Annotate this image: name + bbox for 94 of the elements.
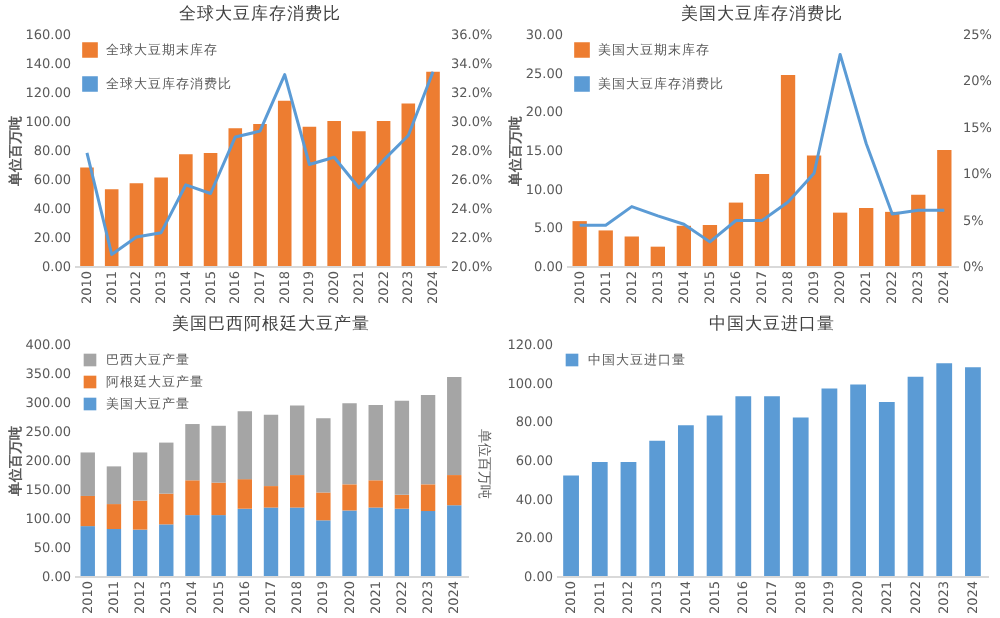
bar <box>563 475 579 576</box>
bar <box>735 396 752 576</box>
bar <box>211 425 226 483</box>
bar <box>780 74 796 266</box>
bar <box>80 452 95 496</box>
bar <box>859 208 874 266</box>
bar <box>80 495 95 527</box>
bar <box>394 400 410 495</box>
bar <box>676 225 692 266</box>
bar <box>624 236 639 266</box>
bar <box>620 461 637 576</box>
bar <box>237 508 253 576</box>
bar <box>327 121 341 266</box>
bar <box>342 403 357 485</box>
chart-title: 美国大豆库存消费比 <box>681 3 843 25</box>
bar <box>237 411 253 480</box>
bar <box>420 511 436 576</box>
bar <box>936 363 953 576</box>
bar <box>420 484 436 512</box>
bar <box>154 177 168 266</box>
bar <box>263 486 279 508</box>
bar <box>426 71 440 266</box>
bar <box>832 212 848 266</box>
bar <box>376 121 391 266</box>
bar <box>159 524 174 576</box>
bar <box>159 493 174 525</box>
bar <box>342 484 357 511</box>
bar <box>106 529 122 576</box>
chart-title: 中国大豆进口量 <box>709 313 835 335</box>
chart-title: 全球大豆库存消费比 <box>179 3 341 25</box>
bar <box>211 515 226 576</box>
bar <box>80 167 94 266</box>
bar <box>850 384 867 576</box>
bar <box>885 211 900 266</box>
bar <box>764 396 780 576</box>
chart-title: 美国巴西阿根廷大豆产量 <box>172 313 370 335</box>
bar <box>342 510 357 576</box>
bar <box>650 246 665 266</box>
bar <box>792 417 809 576</box>
bar <box>132 500 148 530</box>
bar <box>878 402 895 576</box>
bar <box>420 395 436 485</box>
bar <box>263 414 279 487</box>
bar <box>289 475 305 508</box>
bar <box>289 405 305 476</box>
line-series <box>85 70 435 256</box>
bar <box>352 131 366 266</box>
bar <box>203 152 218 266</box>
bar <box>649 440 666 576</box>
bar <box>447 505 462 576</box>
bar <box>228 128 243 266</box>
bar <box>289 507 305 576</box>
bar <box>179 154 193 266</box>
bar <box>132 452 148 501</box>
bar <box>80 526 95 576</box>
bar <box>754 173 770 266</box>
bar <box>806 155 822 266</box>
bar <box>368 480 383 508</box>
bar <box>185 424 200 481</box>
bar <box>706 415 723 576</box>
bar <box>185 515 200 576</box>
bar <box>277 100 292 266</box>
bar <box>598 230 613 266</box>
bar <box>447 475 462 506</box>
bar <box>368 507 383 576</box>
bar <box>401 103 416 266</box>
bar <box>237 479 253 509</box>
bar <box>211 482 226 516</box>
bar <box>159 442 174 494</box>
bar <box>572 221 587 266</box>
bar <box>937 150 952 266</box>
bar <box>591 461 608 576</box>
bar <box>911 194 926 266</box>
bar <box>316 492 331 521</box>
bar <box>132 529 148 576</box>
bar <box>447 377 462 476</box>
bar <box>316 418 331 493</box>
bar <box>677 425 694 576</box>
bar <box>368 404 383 481</box>
bar <box>394 494 410 509</box>
bar <box>263 507 279 576</box>
bar <box>106 504 122 530</box>
bar <box>106 466 122 505</box>
bar <box>316 520 331 576</box>
bar <box>302 126 317 266</box>
bar <box>728 202 744 266</box>
bar <box>253 123 267 266</box>
bar <box>907 376 924 576</box>
line-series <box>578 52 946 244</box>
bar <box>965 367 981 576</box>
bar <box>394 508 410 576</box>
bar <box>129 183 144 266</box>
bar <box>821 388 838 576</box>
bar <box>185 480 200 516</box>
